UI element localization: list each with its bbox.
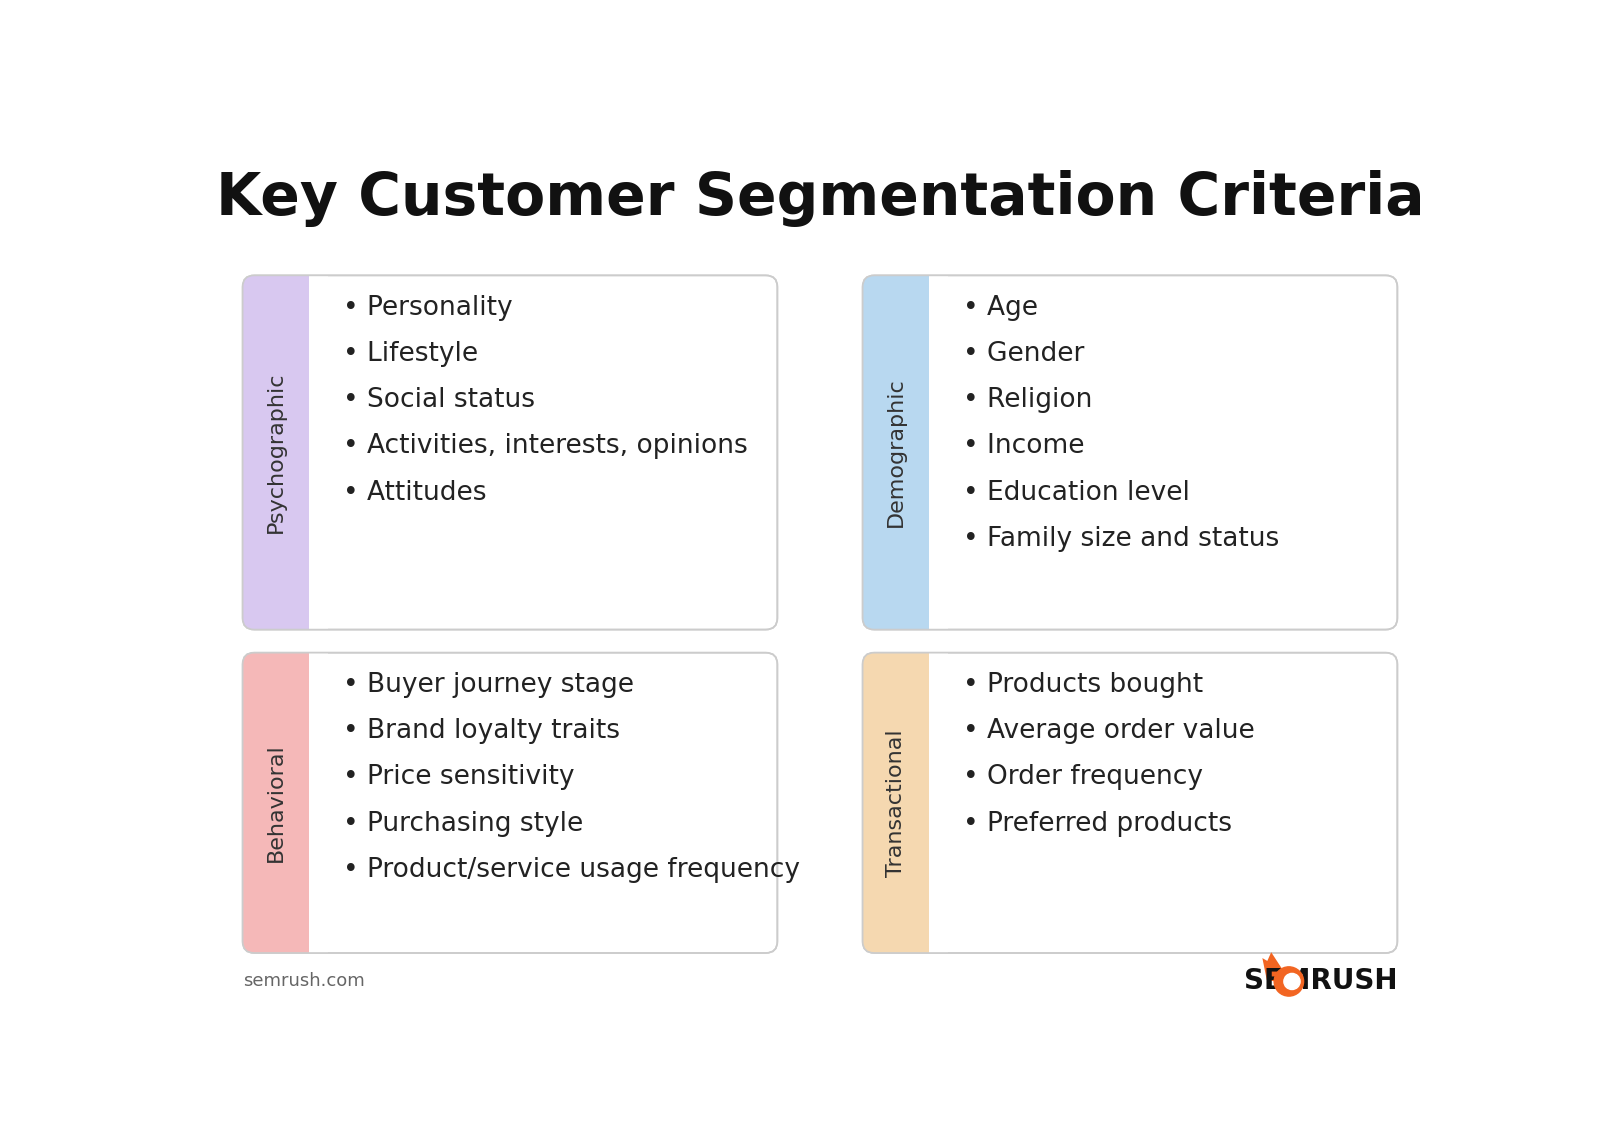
FancyBboxPatch shape bbox=[243, 275, 778, 630]
Text: • Order frequency: • Order frequency bbox=[963, 764, 1203, 790]
Text: • Personality: • Personality bbox=[344, 295, 514, 321]
Text: • Income: • Income bbox=[963, 433, 1085, 460]
FancyBboxPatch shape bbox=[862, 653, 941, 953]
Text: SEMRUSH: SEMRUSH bbox=[1243, 967, 1397, 995]
Text: • Brand loyalty traits: • Brand loyalty traits bbox=[344, 718, 621, 744]
FancyBboxPatch shape bbox=[862, 653, 1397, 953]
Polygon shape bbox=[309, 275, 328, 630]
Text: • Buyer journey stage: • Buyer journey stage bbox=[344, 672, 634, 698]
Text: • Attitudes: • Attitudes bbox=[344, 479, 486, 506]
FancyBboxPatch shape bbox=[862, 275, 1397, 630]
Polygon shape bbox=[1262, 958, 1285, 983]
Text: • Price sensitivity: • Price sensitivity bbox=[344, 764, 574, 790]
Text: • Religion: • Religion bbox=[963, 387, 1093, 414]
FancyBboxPatch shape bbox=[243, 653, 778, 953]
Text: • Preferred products: • Preferred products bbox=[963, 810, 1232, 836]
Text: • Activities, interests, opinions: • Activities, interests, opinions bbox=[344, 433, 749, 460]
Text: • Lifestyle: • Lifestyle bbox=[344, 341, 478, 367]
Text: Demographic: Demographic bbox=[885, 378, 906, 527]
Text: Behavioral: Behavioral bbox=[266, 744, 285, 862]
Text: • Purchasing style: • Purchasing style bbox=[344, 810, 584, 836]
FancyBboxPatch shape bbox=[243, 653, 320, 953]
Polygon shape bbox=[928, 653, 947, 953]
Text: Transactional: Transactional bbox=[885, 729, 906, 877]
Text: Key Customer Segmentation Criteria: Key Customer Segmentation Criteria bbox=[216, 170, 1424, 227]
Text: • Products bought: • Products bought bbox=[963, 672, 1203, 698]
Text: • Education level: • Education level bbox=[963, 479, 1190, 506]
Polygon shape bbox=[928, 275, 947, 630]
Text: • Average order value: • Average order value bbox=[963, 718, 1254, 744]
Circle shape bbox=[1283, 974, 1301, 990]
Text: • Family size and status: • Family size and status bbox=[963, 525, 1280, 552]
Text: semrush.com: semrush.com bbox=[243, 973, 365, 991]
FancyBboxPatch shape bbox=[243, 275, 320, 630]
Polygon shape bbox=[309, 653, 328, 953]
Text: • Social status: • Social status bbox=[344, 387, 536, 414]
Circle shape bbox=[1274, 967, 1304, 996]
Polygon shape bbox=[1266, 952, 1288, 977]
Text: • Age: • Age bbox=[963, 295, 1038, 321]
Text: • Gender: • Gender bbox=[963, 341, 1085, 367]
Text: Psychographic: Psychographic bbox=[266, 372, 285, 533]
FancyBboxPatch shape bbox=[862, 275, 941, 630]
Text: • Product/service usage frequency: • Product/service usage frequency bbox=[344, 857, 800, 882]
